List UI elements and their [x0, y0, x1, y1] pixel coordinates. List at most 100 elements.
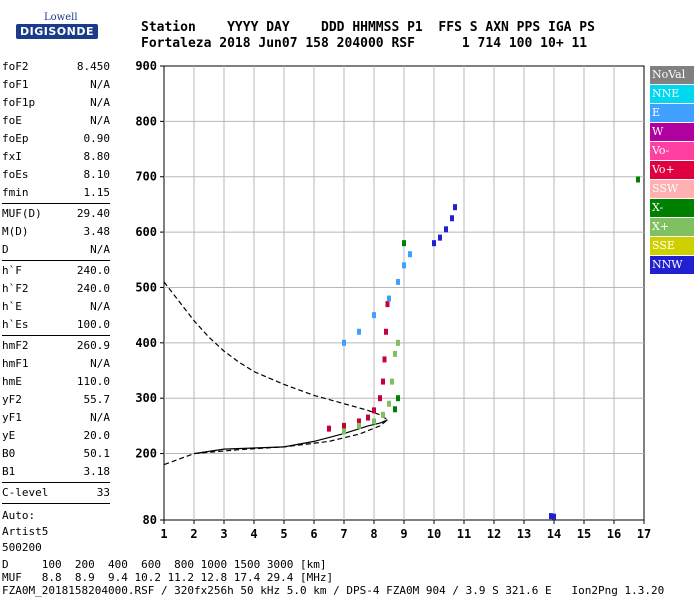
auto-info: Auto: Artist5 500200	[2, 508, 110, 556]
param-name: h`F	[2, 264, 22, 277]
point-e	[402, 262, 406, 269]
point-nnw	[438, 234, 442, 241]
header-row-1: Station YYYY DAY DDD HHMMSS P1 FFS S AXN…	[141, 20, 595, 35]
point-vo-	[382, 356, 387, 363]
param-name: hmF2	[2, 339, 29, 352]
param-row: foEs 8.10	[2, 166, 110, 184]
auto-line-1: Auto:	[2, 509, 36, 522]
param-name: B1	[2, 465, 16, 478]
param-name: fxI	[2, 150, 22, 163]
x-tick-label: 13	[517, 527, 531, 541]
footer-muf-row: MUF 8.8 8.9 9.4 10.2 11.2 12.8 17.4 29.4…	[2, 571, 334, 584]
x-tick-label: 6	[310, 527, 317, 541]
point-nnw	[444, 226, 448, 233]
point-e	[342, 339, 346, 346]
auto-line-3: 500200	[2, 541, 42, 554]
x-tick-label: 4	[250, 527, 257, 541]
param-row: foF1 N/A	[2, 76, 110, 94]
point-e	[408, 251, 412, 258]
param-value: 3.48	[83, 225, 111, 238]
param-group-muf: MUF(D) 29.40 M(D) 3.48 D N/A	[2, 205, 110, 259]
separator	[2, 335, 110, 336]
x-tick-label: 3	[220, 527, 227, 541]
point-nnw	[552, 513, 556, 520]
y-tick-label: 300	[135, 391, 157, 405]
param-row: foEp 0.90	[2, 130, 110, 148]
param-value: N/A	[90, 96, 110, 109]
x-tick-label: 7	[340, 527, 347, 541]
param-name: yF2	[2, 393, 22, 406]
station-header: Station YYYY DAY DDD HHMMSS P1 FFS S AXN…	[141, 20, 595, 52]
legend-item-vo-: Vo-	[650, 142, 694, 160]
header-row-2: Fortaleza 2018 Jun07 158 204000 RSF 1 71…	[141, 36, 588, 51]
param-row: D N/A	[2, 241, 110, 259]
x-tick-label: 16	[607, 527, 621, 541]
logo-line2: DIGISONDE	[16, 24, 98, 39]
point-vo-	[381, 378, 385, 385]
param-name: foEs	[2, 168, 29, 181]
y-tick-label: 400	[135, 336, 157, 350]
param-value: 110.0	[76, 375, 110, 388]
point-x-	[387, 400, 391, 407]
param-value: 240.0	[76, 264, 110, 277]
param-value: N/A	[90, 300, 110, 313]
param-row: h`Es 100.0	[2, 316, 110, 334]
param-name: h`E	[2, 300, 22, 313]
point-vo-	[342, 422, 346, 429]
param-row: B1 3.18	[2, 463, 110, 481]
param-group-profile: hmF2 260.9 hmF1 N/A hmE 110.0 yF2 55.7 yF1 N/A yE 2…	[2, 337, 110, 481]
param-row: hmF1 N/A	[2, 355, 110, 373]
point-vo-	[372, 407, 376, 414]
param-value: N/A	[90, 78, 110, 91]
x-tick-label: 2	[190, 527, 197, 541]
param-row: yE 20.0	[2, 427, 110, 445]
param-value: N/A	[90, 114, 110, 127]
x-tick-label: 9	[400, 527, 407, 541]
param-row: hmE 110.0	[2, 373, 110, 391]
y-tick-label: 600	[135, 225, 157, 239]
param-row: foF1p N/A	[2, 94, 110, 112]
y-tick-label: 700	[135, 170, 157, 184]
param-group-virtual-heights: h`F 240.0 h`F2 240.0 h`E N/A h`Es 100.0	[2, 262, 110, 334]
param-row: fmin 1.15	[2, 184, 110, 202]
point-x-	[372, 418, 376, 425]
point-nnw	[432, 240, 436, 247]
legend-item-x-: X-	[650, 199, 694, 217]
point-nnw	[453, 204, 457, 211]
y-tick-label: 80	[143, 513, 157, 527]
param-value: 55.7	[83, 393, 111, 406]
param-name: h`Es	[2, 318, 29, 331]
point-x-	[636, 176, 640, 183]
point-x-	[402, 240, 406, 247]
legend-item-nnw: NNW	[650, 256, 694, 274]
clevel-row: C-level 33	[2, 484, 110, 502]
legend-item-e: E	[650, 104, 694, 122]
separator	[2, 482, 110, 483]
x-tick-label: 17	[637, 527, 651, 541]
separator	[2, 203, 110, 204]
point-x-	[396, 395, 400, 402]
param-name: B0	[2, 447, 16, 460]
x-tick-label: 15	[577, 527, 591, 541]
param-name: M(D)	[2, 225, 29, 238]
param-row: h`E N/A	[2, 298, 110, 316]
x-tick-label: 14	[547, 527, 561, 541]
separator	[2, 503, 110, 504]
param-name: hmF1	[2, 357, 29, 370]
param-row: MUF(D) 29.40	[2, 205, 110, 223]
point-vo-	[384, 328, 388, 335]
param-name: fmin	[2, 186, 29, 199]
param-row: M(D) 3.48	[2, 223, 110, 241]
footer-distance-row: D 100 200 400 600 800 1000 1500 3000 [km…	[2, 558, 327, 571]
param-value: N/A	[90, 411, 110, 424]
param-value: 50.1	[83, 447, 111, 460]
point-x-	[393, 406, 397, 413]
param-row: h`F 240.0	[2, 262, 110, 280]
y-tick-label: 500	[135, 280, 157, 294]
point-vo-	[357, 418, 361, 425]
param-value: 0.90	[83, 132, 111, 145]
scaled-parameters-panel: foF2 8.450 foF1 N/A foF1p N/A foE N/A foEp 0.90 fx…	[2, 58, 110, 556]
y-tick-label: 200	[135, 447, 157, 461]
point-vo-	[385, 301, 390, 308]
